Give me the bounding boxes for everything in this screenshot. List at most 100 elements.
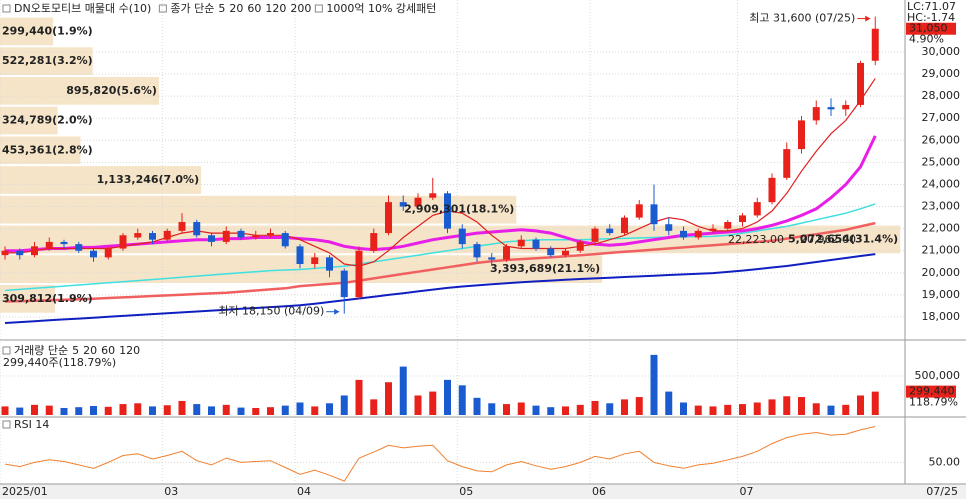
candle-body	[768, 177, 776, 203]
volume-bar	[90, 406, 97, 415]
volume-bar	[650, 354, 658, 415]
y-tick-label: 24,000	[922, 177, 961, 190]
volume-profile-bar	[0, 195, 517, 224]
legend-box	[2, 346, 11, 355]
volume-bar	[326, 403, 333, 415]
y-tick-label: 25,000	[922, 155, 961, 168]
y-tick-label: 30,000	[922, 45, 961, 58]
legend-title: 종가 단순	[170, 2, 214, 15]
volume-bar	[16, 407, 24, 415]
volume-bar	[340, 395, 348, 415]
candle-body	[75, 244, 83, 251]
volume-profile-bar	[0, 106, 58, 135]
y-tick-label: 21,000	[922, 244, 961, 257]
candle-body	[16, 250, 24, 256]
volume-profile-label: 522,281(3.2%)	[2, 54, 93, 67]
volume-profile-label: 5,072,654(31.4%)	[788, 232, 898, 245]
candle-body	[444, 193, 451, 229]
candle-body	[267, 233, 274, 236]
rsi-title: RSI 14	[14, 418, 49, 431]
legend-entry: 120	[119, 344, 140, 357]
candle-body	[842, 104, 850, 110]
moving-average-line	[4, 203, 876, 292]
last-volume-box	[906, 385, 956, 398]
volume-bar	[842, 404, 850, 415]
candle-body	[45, 241, 53, 249]
volume-profile-label: 324,789(2.0%)	[2, 114, 93, 127]
candle-body	[281, 233, 289, 247]
volume-bar	[370, 399, 378, 415]
rsi-line	[4, 426, 876, 482]
candle-body	[163, 230, 171, 240]
text-layer: 309,812(1.9%) 3,393,689(21.1%) 5,072,654(3…	[2, 2, 898, 431]
last-volume-label: 299,440	[909, 385, 955, 398]
legend-entry: 60	[247, 2, 261, 15]
volume-bar	[75, 407, 83, 415]
volume-bar	[680, 402, 687, 415]
volume-profile-label: 1,133,246(7.0%)	[97, 173, 200, 186]
volume-bar	[694, 405, 702, 415]
candle-body	[783, 149, 791, 178]
candle-body	[134, 233, 142, 238]
volume-bar	[532, 405, 540, 415]
hc-label: HC:-1.74	[907, 11, 955, 24]
volume-bar	[753, 402, 761, 415]
candle-body	[591, 228, 599, 242]
volume-profile-label: 309,812(1.9%)	[2, 292, 93, 305]
volume-profile-bar	[0, 136, 81, 165]
volume-bar	[857, 395, 864, 415]
candle-body	[724, 222, 732, 229]
candle-body	[60, 241, 68, 245]
annotation-text: 최고 31,600 (07/25)	[749, 12, 855, 25]
volume-bar	[385, 382, 392, 415]
volume-bar	[237, 407, 245, 415]
candle-body	[547, 248, 555, 256]
volume-bar	[149, 406, 156, 415]
volume-bar	[267, 407, 274, 415]
candle-body	[739, 215, 746, 223]
annotation-arrowhead	[334, 308, 340, 315]
change-label: 4.90%	[909, 33, 944, 46]
candle-body	[694, 230, 702, 238]
ma-value-label: 22,223.00	[728, 233, 784, 246]
volume-bar	[871, 391, 879, 415]
volume-bar	[119, 404, 127, 415]
volume-bar	[252, 407, 260, 415]
volume-bar	[576, 404, 584, 415]
x-tick-label: 2025/01	[2, 485, 48, 498]
volume-bar	[724, 404, 732, 415]
candle-body	[222, 230, 230, 242]
candle-body	[31, 246, 38, 256]
y-tick-label: 29,000	[922, 67, 961, 80]
candle-body	[355, 250, 363, 298]
volume-bar	[547, 407, 555, 415]
candle-body	[237, 230, 245, 238]
y-tick-label: 22,000	[922, 222, 961, 235]
candle-body	[680, 230, 687, 238]
candle-body	[458, 228, 466, 245]
last-price-label: 31,050	[909, 22, 948, 35]
candle-body	[517, 239, 525, 247]
legend-box	[2, 4, 11, 13]
volume-bar	[635, 397, 643, 415]
volume-bar	[355, 379, 363, 415]
volume-title: 거래량 단순	[14, 344, 68, 357]
volume-bar	[208, 406, 215, 415]
candle-body	[812, 107, 820, 121]
candle-body	[753, 202, 761, 216]
volume-bar	[783, 396, 791, 415]
chart-title: DN오토모티브 매물대 수(10)	[14, 2, 151, 15]
moving-average-line	[5, 135, 877, 253]
candle-body	[532, 239, 540, 249]
legend-box	[314, 4, 323, 13]
volume-profile-label: 3,393,689(21.1%)	[490, 262, 600, 275]
y-tick-label: 50.00	[929, 455, 961, 468]
candle-body	[562, 250, 569, 256]
volume-info: 299,440주(118.79%)	[3, 356, 116, 369]
y-tick-label: 23,000	[922, 200, 961, 213]
volume-profile-bar	[0, 17, 54, 46]
volume-bar	[222, 404, 230, 415]
y-tick-label: 500,000	[915, 369, 961, 382]
candle-body	[621, 217, 628, 234]
